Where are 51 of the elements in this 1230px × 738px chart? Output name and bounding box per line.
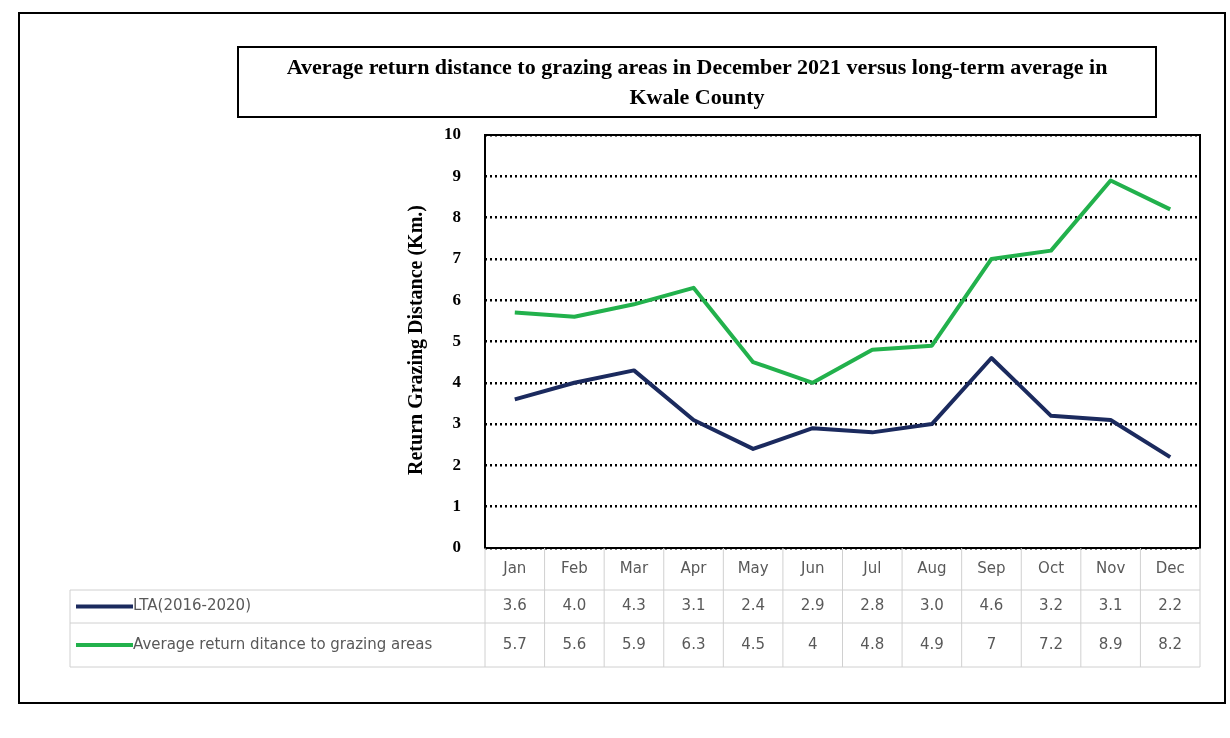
y-axis-title: Return Grazing Distance (Km.) <box>403 205 427 475</box>
data-label: 4.8 <box>860 634 885 653</box>
data-label: 2.4 <box>741 596 766 615</box>
data-label: 4.3 <box>622 596 646 615</box>
y-tick-label: 8 <box>452 206 461 226</box>
x-tick-label: Jul <box>862 558 882 577</box>
x-tick-label: Sep <box>977 558 1006 577</box>
data-label: 6.3 <box>681 634 706 653</box>
data-label: 2.9 <box>800 596 825 615</box>
data-label: 4.9 <box>919 634 944 653</box>
data-label: 3.2 <box>1039 596 1063 615</box>
x-tick-label: Oct <box>1038 558 1065 577</box>
y-tick-label: 4 <box>452 372 462 392</box>
data-label: 3.1 <box>1098 596 1123 615</box>
data-label: 3.1 <box>681 596 706 615</box>
x-tick-label: Dec <box>1155 558 1185 577</box>
x-tick-label: Jun <box>799 558 825 577</box>
data-label: 8.9 <box>1098 634 1123 653</box>
data-label: 2.8 <box>860 596 885 615</box>
data-label: 4 <box>807 634 818 653</box>
data-label: 4.5 <box>741 634 766 653</box>
data-label: 2.2 <box>1158 596 1183 615</box>
data-label: 8.2 <box>1158 634 1183 653</box>
x-tick-label: Aug <box>917 558 947 577</box>
data-label: 5.7 <box>502 634 527 653</box>
x-tick-label: May <box>737 558 769 577</box>
x-tick-label: Jan <box>502 558 527 577</box>
chart-title: Average return distance to grazing areas in December 2021 versus long-term average in Kwale County <box>237 46 1157 118</box>
data-label: 3.0 <box>919 596 944 615</box>
legend-label: Average return ditance to grazing areas <box>133 634 433 653</box>
data-label: 3.6 <box>502 596 527 615</box>
legend-label: LTA(2016-2020) <box>133 596 252 615</box>
y-tick-label: 3 <box>452 413 461 433</box>
y-tick-label: 1 <box>452 496 461 516</box>
data-label: 4.0 <box>562 596 587 615</box>
x-tick-label: Feb <box>561 558 588 577</box>
y-tick-label: 6 <box>452 289 461 309</box>
x-tick-label: Mar <box>619 558 649 577</box>
y-tick-label: 5 <box>452 330 461 350</box>
data-label: 4.6 <box>979 596 1004 615</box>
y-tick-label: 9 <box>452 165 461 185</box>
data-label: 5.6 <box>562 634 587 653</box>
data-label: 5.9 <box>622 634 646 653</box>
data-label: 7 <box>986 634 997 653</box>
y-tick-label: 2 <box>452 454 461 474</box>
data-label: 7.2 <box>1039 634 1063 653</box>
y-tick-label: 7 <box>452 248 462 268</box>
x-tick-label: Nov <box>1095 558 1126 577</box>
y-tick-label: 10 <box>444 124 461 144</box>
x-tick-label: Apr <box>680 558 708 577</box>
y-tick-label: 0 <box>452 537 461 557</box>
